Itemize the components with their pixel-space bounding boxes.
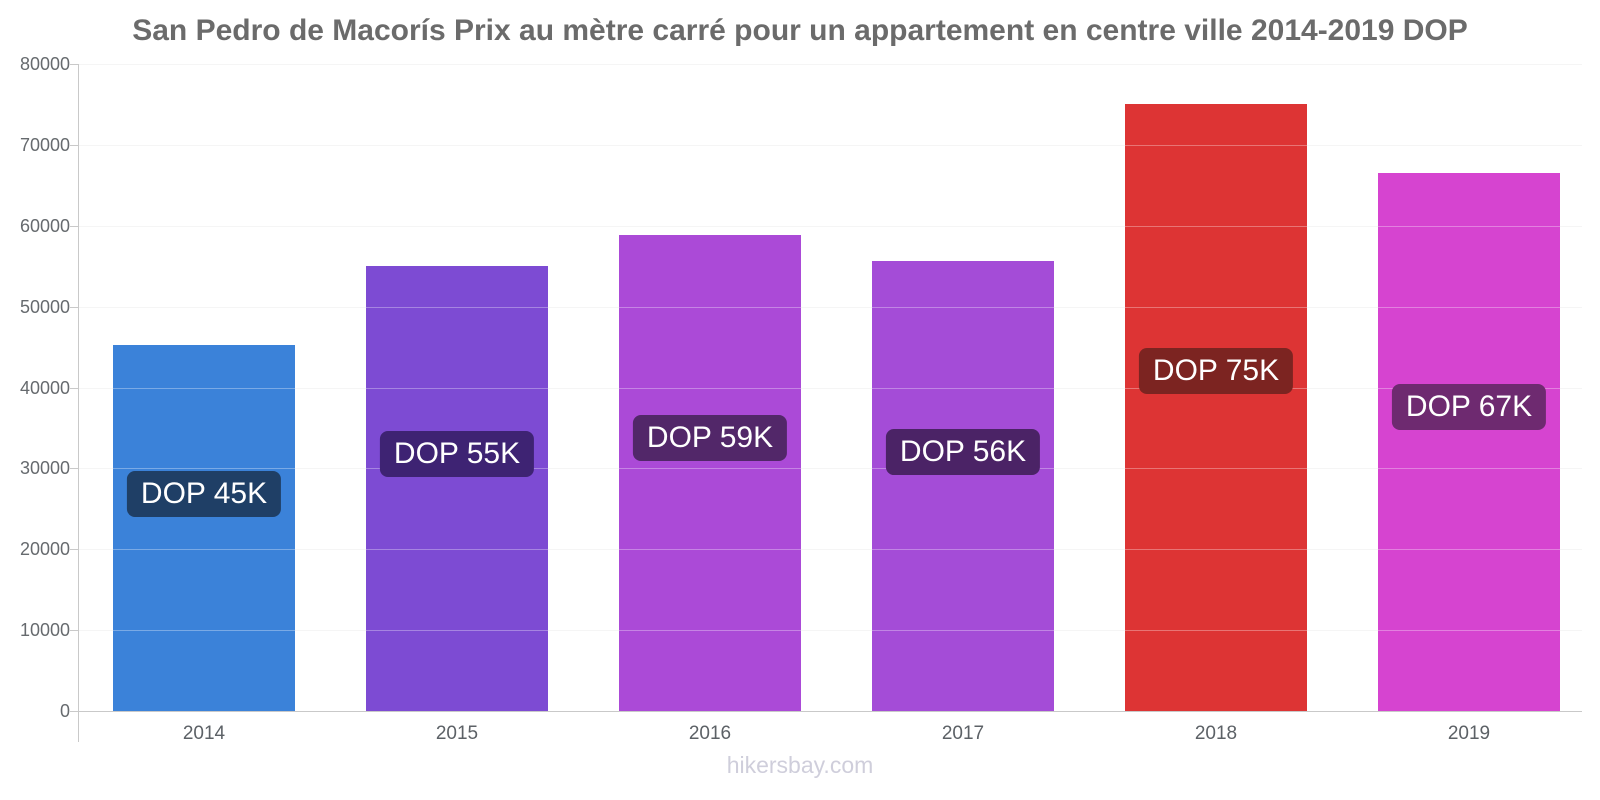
y-tick-mark: [70, 145, 78, 146]
y-axis-line: [78, 64, 79, 742]
bar-2015[interactable]: [366, 266, 548, 711]
gridline-overlay: [79, 468, 1582, 469]
y-tick-label: 40000: [19, 378, 70, 398]
y-tick-mark: [70, 388, 78, 389]
y-tick-label: 50000: [19, 297, 70, 317]
y-tick-label: 0: [59, 701, 70, 721]
gridline: [79, 307, 1582, 308]
bar-value-pill: DOP 67K: [1391, 384, 1547, 430]
gridline: [79, 630, 1582, 631]
y-tick-mark: [70, 468, 78, 469]
gridline-overlay: [79, 64, 1582, 65]
gridline-overlay: [79, 226, 1582, 227]
y-tick-mark: [70, 549, 78, 550]
y-tick-label: 80000: [19, 54, 70, 74]
bar-2017[interactable]: [872, 261, 1054, 711]
chart-title: San Pedro de Macorís Prix au mètre carré…: [132, 14, 1468, 47]
gridline: [79, 388, 1582, 389]
bar-2018[interactable]: [1125, 104, 1307, 711]
bar-2016[interactable]: [619, 235, 801, 711]
gridline: [79, 549, 1582, 550]
x-axis-baseline: [78, 711, 1582, 712]
y-tick-label: 60000: [19, 216, 70, 236]
bar-value-pill: DOP 75K: [1138, 348, 1294, 394]
y-tick-label: 10000: [19, 620, 70, 640]
x-tick-label: 2018: [1194, 723, 1238, 744]
gridline: [79, 145, 1582, 146]
y-tick-mark: [70, 630, 78, 631]
bar-value-pill: DOP 59K: [632, 415, 788, 461]
bar-2014[interactable]: [113, 345, 295, 711]
y-tick-label: 20000: [19, 539, 70, 559]
x-tick-label: 2019: [1447, 723, 1491, 744]
bar-value-pill: DOP 56K: [885, 429, 1041, 475]
y-tick-label: 70000: [19, 135, 70, 155]
gridline-overlay: [79, 145, 1582, 146]
bar-value-pill: DOP 45K: [126, 471, 282, 517]
bar-2019[interactable]: [1378, 173, 1560, 711]
y-tick-mark: [70, 226, 78, 227]
gridline-overlay: [79, 549, 1582, 550]
gridline: [79, 468, 1582, 469]
x-tick-label: 2017: [941, 723, 985, 744]
bar-value-pill: DOP 55K: [379, 431, 535, 477]
gridline-overlay: [79, 388, 1582, 389]
x-tick-label: 2015: [435, 723, 479, 744]
watermark: hikersbay.com: [726, 752, 874, 778]
x-tick-label: 2014: [182, 723, 226, 744]
gridline-overlay: [79, 630, 1582, 631]
y-tick-mark: [70, 64, 78, 65]
gridline: [79, 64, 1582, 65]
x-tick-label: 2016: [688, 723, 732, 744]
y-tick-mark: [70, 307, 78, 308]
gridline: [79, 226, 1582, 227]
gridline-overlay: [79, 307, 1582, 308]
y-tick-label: 30000: [19, 458, 70, 478]
y-tick-mark: [70, 711, 78, 712]
